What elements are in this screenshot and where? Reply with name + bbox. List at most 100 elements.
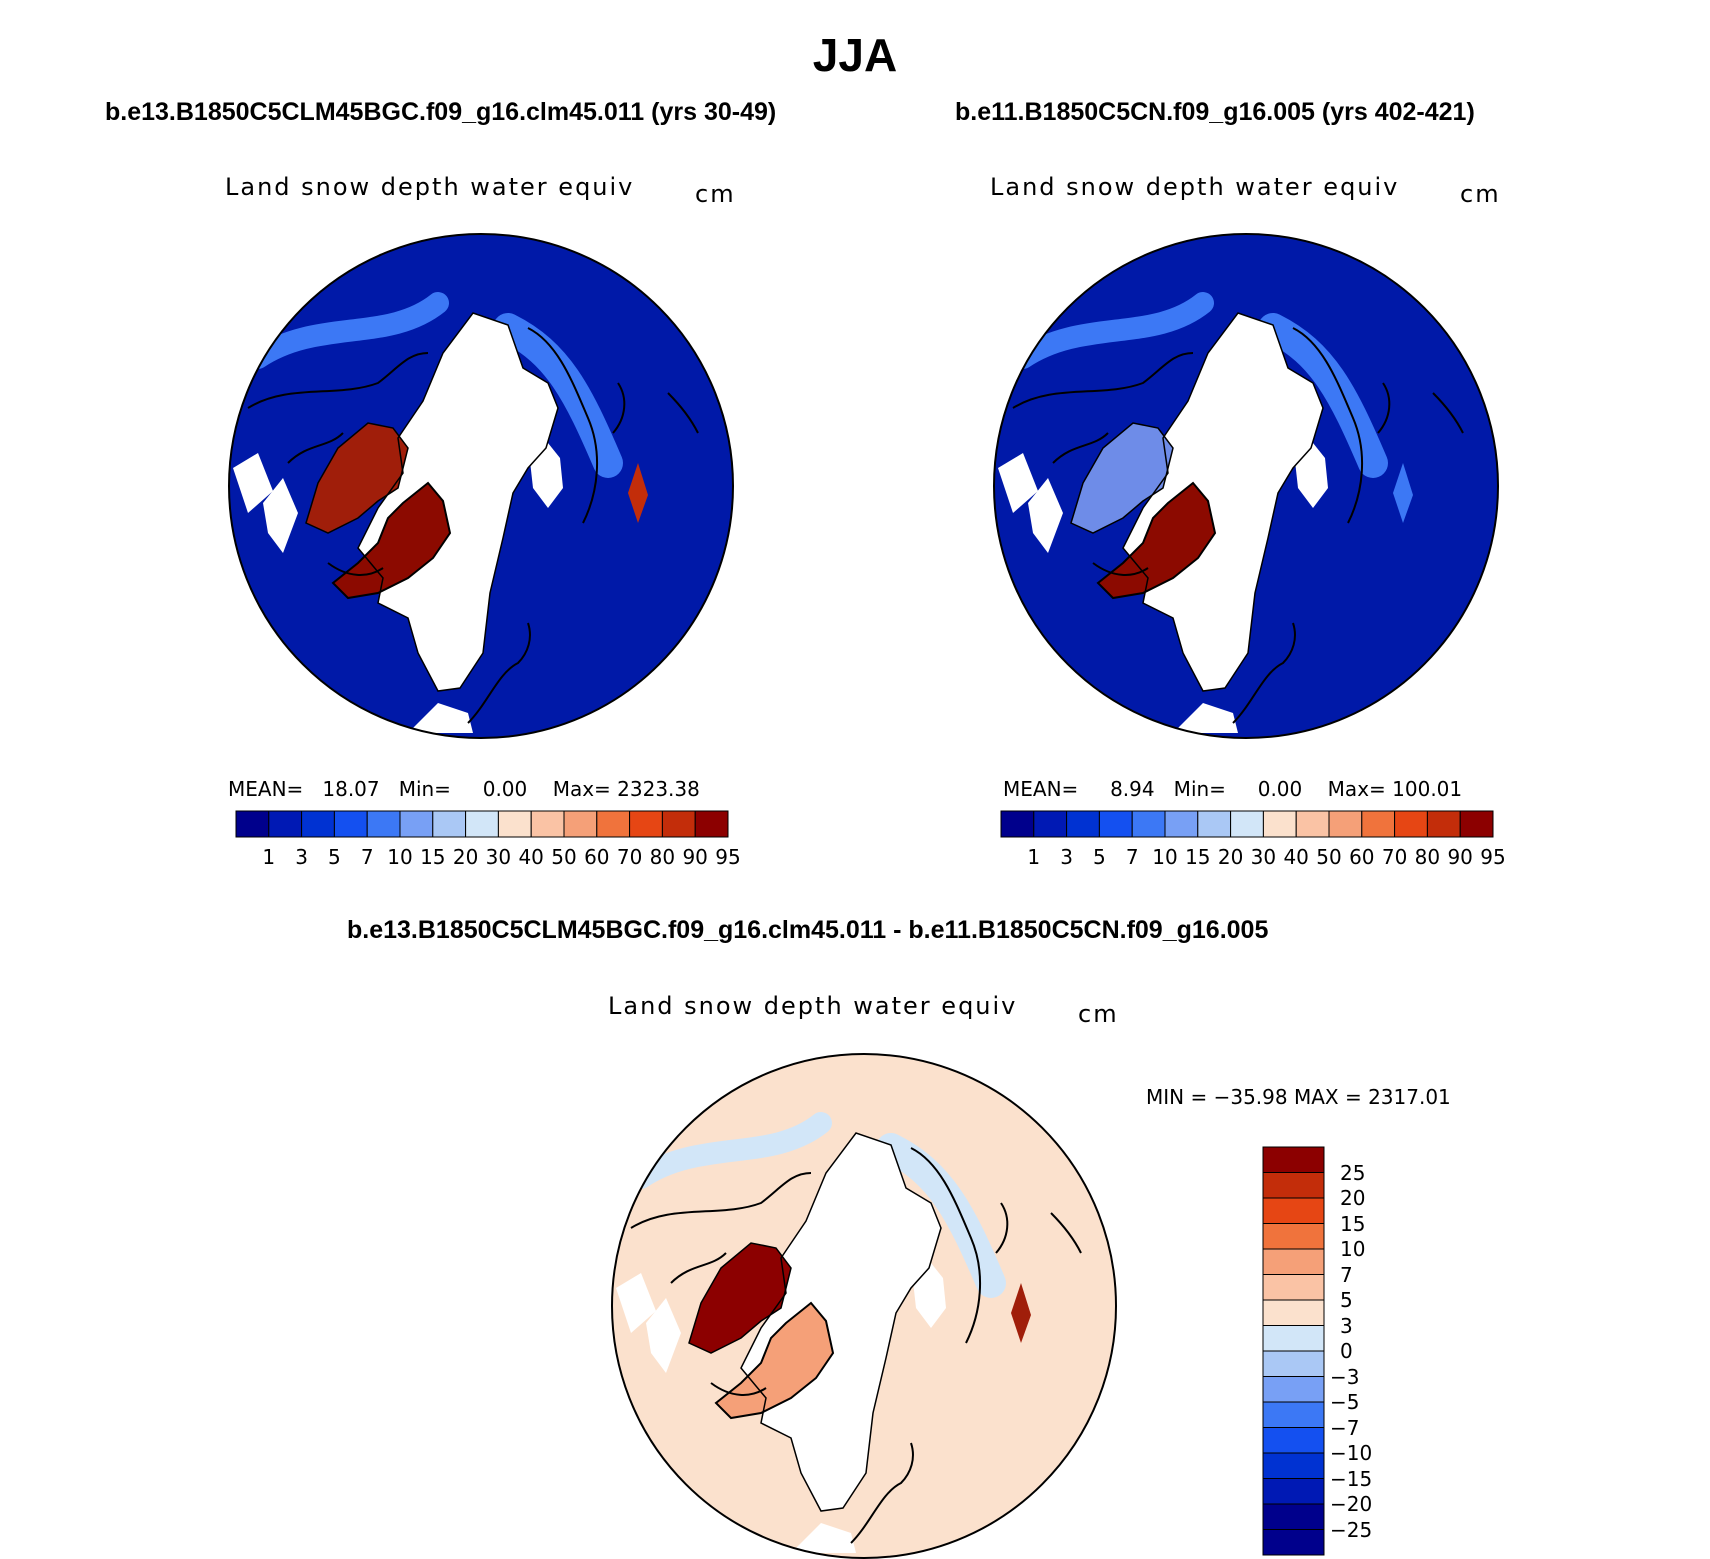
panel2-colorbar-labels: 1 3 5 7 10 15 20 30 40 50 60 70 80 90 95 <box>1001 845 1505 871</box>
colorbar-swatch <box>1262 1478 1325 1505</box>
colorbar-swatch <box>1295 810 1330 838</box>
colorbar-tick-label: 90 <box>682 845 708 869</box>
colorbar-swatch <box>235 810 270 838</box>
colorbar-swatch <box>1262 1503 1325 1530</box>
ice-region-greenland <box>1098 483 1215 598</box>
colorbar-swatch <box>465 810 499 838</box>
coastline <box>995 1202 1009 1254</box>
colorbar-swatch <box>1262 1299 1325 1326</box>
colorbar-tick-label: 5 <box>1093 845 1106 869</box>
ice-region-east <box>1011 1283 1031 1343</box>
colorbar-tick-label: −25 <box>1330 1517 1373 1542</box>
colorbar-tick-label: 95 <box>715 845 741 869</box>
panel2-case-title: b.e11.B1850C5CN.f09_g16.005 (yrs 402-421… <box>955 98 1475 126</box>
colorbar-tick-label: 1 <box>1027 845 1041 869</box>
colorbar-tick-label: 7 <box>360 845 374 869</box>
ocean-area <box>1173 703 1238 733</box>
coastline <box>850 1442 914 1544</box>
ice-region-east <box>628 463 648 523</box>
field-band <box>493 313 623 478</box>
coastline <box>287 432 344 464</box>
colorbar-swatch <box>1262 1248 1325 1275</box>
ocean-area <box>1123 313 1323 691</box>
figure-title: JJA <box>812 29 898 81</box>
colorbar-tick-label: 80 <box>1414 845 1441 869</box>
coastline <box>1232 622 1296 724</box>
ocean-area <box>998 453 1038 513</box>
panel2-stats: MEAN= 8.94 Min= 0.00 Max= 100.01 <box>1003 777 1463 801</box>
colorbar-tick-label: 0 <box>1340 1339 1353 1363</box>
colorbar-swatch <box>530 810 565 838</box>
field-band <box>1258 313 1388 478</box>
colorbar-swatch <box>596 810 631 838</box>
colorbar-tick-label: 90 <box>1447 845 1473 869</box>
colorbar-tick-label: 7 <box>1340 1262 1353 1287</box>
colorbar-swatch <box>1066 810 1100 838</box>
colorbar-swatch <box>1262 810 1297 838</box>
ocean-area <box>263 478 298 553</box>
colorbar-tick-label: 10 <box>1152 845 1178 869</box>
colorbar-swatch <box>1361 810 1396 838</box>
coastline <box>1070 422 1174 534</box>
coastline <box>670 1252 727 1284</box>
coastline <box>467 622 531 724</box>
ocean-area <box>358 313 558 691</box>
ocean-area <box>741 1133 941 1511</box>
colorbar-swatch <box>1197 810 1232 838</box>
colorbar-swatch <box>1459 810 1494 838</box>
colorbar-tick-label: 70 <box>616 845 643 869</box>
diff-variable-title: Land snow depth water equiv <box>608 992 1018 1020</box>
field-band <box>1012 292 1214 369</box>
panel1-colorbar <box>235 810 729 838</box>
ice-region-east <box>1393 463 1413 523</box>
colorbar-tick-label: 3 <box>1340 1313 1353 1338</box>
coastline <box>1122 312 1324 692</box>
coastline <box>527 327 598 524</box>
ice-region-archipelago <box>306 423 408 533</box>
colorbar-swatch <box>1262 1401 1325 1428</box>
ocean-area <box>616 1273 656 1333</box>
colorbar-tick-label: 10 <box>387 845 413 869</box>
colorbar-swatch <box>366 810 401 838</box>
panel2-polar-map <box>993 233 1499 739</box>
coastline <box>740 1132 942 1512</box>
coastline <box>612 382 626 434</box>
colorbar-swatch <box>1262 1350 1325 1377</box>
colorbar-tick-label: −3 <box>1330 1364 1360 1389</box>
colorbar-tick-label: 7 <box>1125 845 1139 869</box>
colorbar-swatch <box>1098 810 1133 838</box>
coastline <box>1292 327 1363 524</box>
map-boundary <box>228 233 734 739</box>
colorbar-swatch <box>268 810 303 838</box>
coastline <box>910 1147 981 1344</box>
colorbar-tick-label: 70 <box>1381 845 1408 869</box>
colorbar-swatch <box>1262 1223 1325 1250</box>
colorbar-swatch <box>1131 810 1166 838</box>
colorbar-swatch <box>661 810 696 838</box>
coastline <box>331 481 452 600</box>
ocean-area <box>646 1298 681 1373</box>
colorbar-tick-label: 50 <box>551 845 577 869</box>
colorbar-swatch <box>333 810 368 838</box>
colorbar-swatch <box>1000 810 1035 838</box>
colorbar-swatch <box>1262 1529 1325 1556</box>
colorbar-swatch <box>497 810 532 838</box>
ocean-area <box>791 1523 856 1553</box>
colorbar-tick-label: 3 <box>295 845 308 869</box>
colorbar-swatch <box>563 810 598 838</box>
colorbar-swatch <box>1394 810 1428 838</box>
colorbar-tick-label: 95 <box>1480 845 1506 869</box>
coastline <box>1050 1212 1082 1254</box>
colorbar-tick-label: 3 <box>1060 845 1073 869</box>
coastline <box>710 1382 767 1396</box>
colorbar-swatch <box>1262 1172 1325 1199</box>
panel1-units: cm <box>695 180 736 208</box>
colorbar-tick-label: 50 <box>1316 845 1342 869</box>
colorbar-tick-label: 60 <box>584 845 610 869</box>
ice-region-greenland <box>333 483 450 598</box>
colorbar-swatch <box>1328 810 1363 838</box>
coastline <box>1052 432 1109 464</box>
ocean-area <box>911 1253 946 1328</box>
ice-region-archipelago <box>689 1243 791 1353</box>
panel2-units: cm <box>1460 180 1501 208</box>
